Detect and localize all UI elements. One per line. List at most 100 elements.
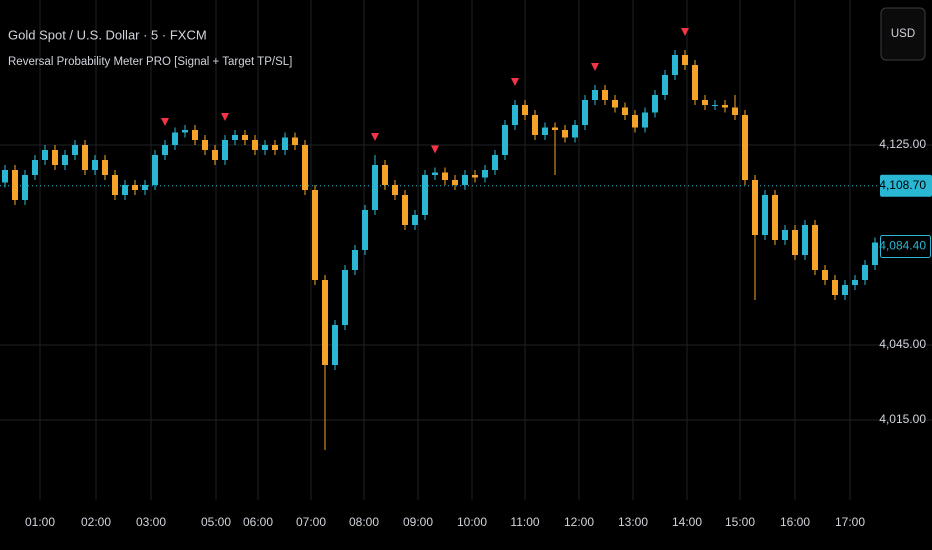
candle-body: [52, 150, 58, 165]
candle-body: [732, 107, 738, 115]
signal-marker: [681, 28, 689, 36]
candle-body: [312, 190, 318, 280]
candle-body: [682, 55, 688, 65]
candle-body: [582, 100, 588, 125]
candle-body: [782, 230, 788, 240]
y-tick-label: 4,015.00: [879, 412, 926, 426]
price-tag: [880, 174, 932, 197]
candle-body: [262, 145, 268, 150]
candle-body: [192, 130, 198, 140]
candle-body: [352, 250, 358, 270]
candle-body: [762, 195, 768, 235]
price-tag-label: 4,108.70: [879, 178, 926, 192]
candle-body: [32, 160, 38, 175]
candle-body: [662, 75, 668, 95]
x-tick-label: 08:00: [349, 515, 379, 529]
candle-body: [632, 115, 638, 128]
candle-body: [712, 105, 718, 106]
candle-body: [422, 175, 428, 215]
candle-body: [792, 230, 798, 255]
candle-body: [152, 155, 158, 185]
candle-body: [282, 137, 288, 150]
candle-body: [112, 175, 118, 195]
candle-body: [722, 105, 728, 108]
candle-body: [822, 270, 828, 280]
candle-body: [142, 185, 148, 190]
currency-button[interactable]: [880, 7, 926, 61]
signal-marker: [371, 133, 379, 141]
candle-body: [522, 105, 528, 115]
x-tick-label: 16:00: [780, 515, 810, 529]
candle-body: [842, 285, 848, 295]
x-tick-label: 03:00: [136, 515, 166, 529]
candle-body: [372, 165, 378, 210]
indicator-name: Reversal Probability Meter PRO [Signal +…: [8, 56, 292, 68]
x-tick-label: 17:00: [835, 515, 865, 529]
candle-body: [832, 280, 838, 295]
candle-body: [62, 155, 68, 165]
candle-body: [862, 265, 868, 280]
signal-marker: [591, 63, 599, 71]
candle-body: [382, 165, 388, 185]
candle-body: [802, 225, 808, 255]
candle-body: [442, 172, 448, 180]
x-tick-label: 10:00: [457, 515, 487, 529]
candle-body: [12, 170, 18, 200]
candle-body: [162, 145, 168, 155]
signal-marker: [511, 78, 519, 86]
candle-body: [562, 130, 568, 138]
candle-body: [132, 185, 138, 190]
candle-body: [552, 127, 558, 130]
signal-marker: [431, 145, 439, 154]
candle-body: [622, 107, 628, 115]
candle-body: [692, 65, 698, 100]
candle-body: [742, 115, 748, 180]
candle-body: [222, 140, 228, 160]
x-tick-label: 02:00: [81, 515, 111, 529]
x-tick-label: 06:00: [243, 515, 273, 529]
x-tick-label: 05:00: [201, 515, 231, 529]
x-tick-label: 09:00: [403, 515, 433, 529]
candle-body: [2, 170, 8, 183]
candle-body: [172, 132, 178, 145]
x-tick-label: 12:00: [564, 515, 594, 529]
candle-body: [232, 135, 238, 140]
candle-body: [482, 170, 488, 178]
price-tag: [880, 235, 931, 258]
candle-body: [412, 215, 418, 225]
candle-body: [852, 280, 858, 285]
candle-body: [202, 140, 208, 150]
candle-body: [752, 180, 758, 235]
candle-body: [102, 160, 108, 175]
candle-body: [242, 135, 248, 140]
grid: [0, 0, 932, 500]
candle-body: [72, 145, 78, 155]
currency-label[interactable]: USD: [891, 28, 915, 40]
candle-body: [512, 105, 518, 125]
price-tag-label: 4,084.40: [879, 239, 926, 253]
candle-body: [392, 185, 398, 195]
signal-marker: [221, 113, 229, 121]
candle-body: [542, 127, 548, 135]
candle-body: [452, 180, 458, 185]
candle-body: [92, 160, 98, 170]
candle-body: [672, 55, 678, 75]
candle-body: [432, 172, 438, 175]
candle-body: [252, 140, 258, 150]
candle-body: [572, 125, 578, 138]
candle-body: [122, 185, 128, 195]
candle-body: [872, 242, 878, 265]
candles: [2, 28, 878, 450]
candle-body: [332, 325, 338, 365]
candle-body: [42, 150, 48, 160]
candle-body: [592, 90, 598, 100]
candle-body: [612, 100, 618, 108]
x-tick-label: 01:00: [25, 515, 55, 529]
candle-body: [302, 145, 308, 190]
chart-title: Gold Spot / U.S. Dollar · 5 · FXCM: [8, 27, 207, 42]
y-tick-label: 4,045.00: [879, 337, 926, 351]
candle-body: [652, 95, 658, 113]
x-tick-label: 07:00: [296, 515, 326, 529]
candle-body: [492, 155, 498, 170]
x-tick-label: 14:00: [672, 515, 702, 529]
